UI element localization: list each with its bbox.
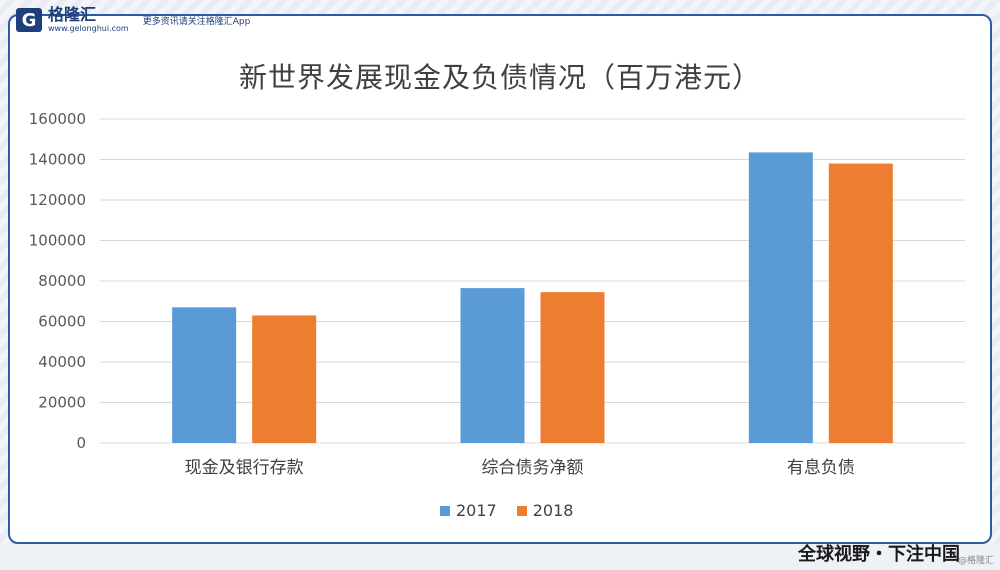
bar-2018-0 <box>252 315 317 443</box>
legend-item-2017: 2017 <box>440 501 497 520</box>
y-tick-label-120000: 120000 <box>29 191 86 209</box>
bar-2017-2 <box>748 152 813 443</box>
legend-swatch-2017 <box>440 505 450 516</box>
y-tick-label-140000: 140000 <box>29 151 86 169</box>
brand-header: G 格隆汇 www.gelonghui.com 更多资讯请关注格隆汇App <box>16 6 250 34</box>
chart-panel <box>8 14 992 544</box>
y-tick-label-60000: 60000 <box>38 313 86 331</box>
y-tick-label-80000: 80000 <box>38 272 86 290</box>
x-category-label-0: 现金及银行存款 <box>185 458 304 478</box>
x-category-label-1: 综合债务净额 <box>482 458 584 478</box>
bar-2017-0 <box>172 307 237 443</box>
legend-swatch-2018 <box>516 505 527 516</box>
x-category-label-2: 有息负债 <box>787 458 855 478</box>
y-tick-label-40000: 40000 <box>38 353 86 371</box>
bar-2018-1 <box>540 292 605 443</box>
brand-url: www.gelonghui.com <box>48 24 129 33</box>
y-tick-label-160000: 160000 <box>29 110 86 128</box>
chart-title: 新世界发展现金及负债情况（百万港元） <box>238 61 761 94</box>
y-tick-label-20000: 20000 <box>38 394 86 412</box>
y-tick-label-0: 0 <box>76 434 86 452</box>
legend-item-2018: 2018 <box>516 501 574 520</box>
legend-label-2017: 2017 <box>456 501 497 520</box>
footer-bar <box>0 544 1000 570</box>
bar-2018-2 <box>828 163 893 444</box>
legend-label-2018: 2018 <box>532 501 574 520</box>
brand-name: 格隆汇 <box>48 5 97 24</box>
footer-watermark: @格隆汇 <box>957 556 994 566</box>
bar-2017-1 <box>460 288 525 443</box>
brand-logo-icon: G <box>16 8 42 32</box>
brand-tagline: 更多资讯请关注格隆汇App <box>142 16 251 27</box>
chart-legend: 2017 2018 <box>440 501 573 520</box>
y-tick-label-100000: 100000 <box>29 232 86 250</box>
footer-slogan: 全球视野・下注中国 <box>798 544 960 565</box>
